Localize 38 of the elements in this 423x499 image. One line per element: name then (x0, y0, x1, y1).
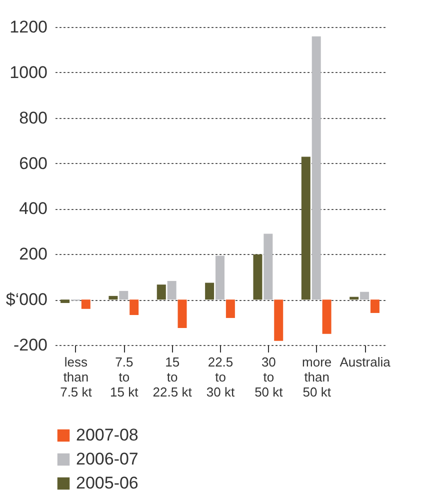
y-tick-label: 1200 (10, 18, 48, 36)
bar (81, 300, 90, 309)
bar (350, 296, 359, 300)
x-tick-label: 22.5 to 30 kt (206, 354, 235, 400)
y-tick-label: 1000 (10, 62, 48, 82)
bar (322, 300, 332, 334)
bar (167, 280, 176, 300)
y-tick-label: $‘000 (6, 290, 48, 310)
bar (274, 300, 284, 341)
y-tick-label: 600 (19, 154, 48, 173)
x-tick-label: 15 to 22.5 kt (152, 354, 192, 400)
bar (360, 292, 370, 300)
bar (156, 284, 166, 300)
legend-label: 2005-06 (76, 474, 138, 492)
y-tick-label: 800 (19, 108, 48, 128)
bar (108, 296, 118, 300)
legend-label: 2007-08 (76, 426, 138, 444)
bar (312, 36, 321, 300)
bar (119, 290, 128, 300)
bar (253, 254, 262, 300)
bar (130, 300, 139, 316)
x-tick-label: 7.5 to 15 kt (110, 354, 139, 400)
bar (205, 282, 214, 300)
bar (264, 234, 273, 300)
bar (216, 256, 224, 300)
bar (301, 156, 310, 300)
y-tick-label: 200 (19, 244, 48, 264)
y-tick-label: 400 (19, 199, 48, 218)
y-tick-label: -200 (13, 336, 48, 354)
bar (226, 300, 235, 318)
x-tick-label: more than 50 kt (302, 354, 332, 400)
bar (178, 300, 187, 328)
x-tick-label: Australia (340, 354, 392, 370)
legend-label: 2006-07 (76, 450, 138, 468)
bar (60, 300, 70, 303)
x-tick-label: less than 7.5 kt (60, 354, 92, 400)
x-tick-label: 30 to 50 kt (254, 354, 284, 400)
bar (370, 300, 380, 313)
